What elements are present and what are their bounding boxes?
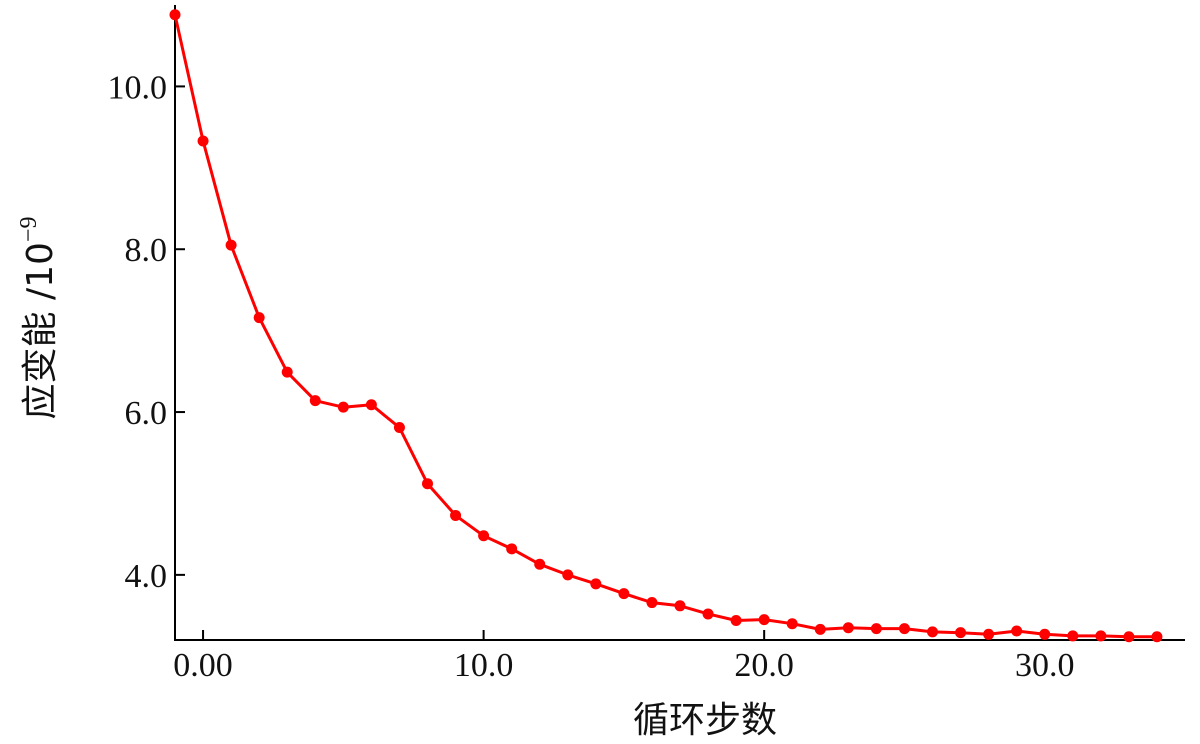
data-point [1039,628,1051,640]
data-point [730,614,742,626]
data-point [450,509,462,521]
data-point [562,569,574,581]
data-point [253,312,265,324]
data-point [758,614,770,626]
data-point [1095,630,1107,642]
data-point [225,239,237,251]
series-line [173,14,1157,639]
y-axis-label-group: 应变能 /10−9 [16,217,61,420]
x-axis-label: 循环步数 [633,700,777,741]
data-point [1067,630,1079,642]
data-point [534,558,546,570]
x-tick-label: 10.0 [454,647,514,684]
data-point [927,626,938,638]
x-tick-label: 0.00 [173,647,233,684]
data-point [786,618,798,630]
data-point [478,530,490,542]
y-tick-label: 10.0 [108,69,168,106]
data-point [506,543,518,555]
data-point [898,623,910,635]
data-point [870,623,882,635]
y-tick-label: 4.0 [125,558,168,595]
y-axis-label: 应变能 /10 [20,242,61,419]
data-point [983,628,995,640]
data-point [702,608,714,620]
data-point [197,135,209,147]
data-point [1011,625,1023,637]
data-point [618,588,630,600]
data-point [337,401,349,413]
y-tick-label: 8.0 [125,232,168,269]
data-point [1123,631,1135,643]
data-point [646,597,658,609]
data-point [674,600,686,612]
data-point [281,366,293,378]
data-point [365,399,377,411]
plot-area [169,9,1163,643]
data-point [309,395,321,407]
x-ticks: 0.00 10.0 20.0 30.0 [173,630,1074,684]
data-point [590,578,602,590]
data-point [814,623,826,635]
data-point [422,478,433,490]
data-point [169,9,181,21]
svg-text:应变能 /10−9: 应变能 /10−9 [16,217,61,420]
y-ticks: 4.0 6.0 8.0 10.0 [108,69,185,595]
axes [174,5,1185,641]
data-point [1151,631,1163,643]
x-tick-label: 30.0 [1015,647,1075,684]
data-point [842,622,854,634]
data-point [955,627,967,639]
data-point [393,422,405,434]
y-axis-label-exponent: −9 [16,217,42,243]
y-tick-label: 6.0 [125,395,168,432]
x-tick-label: 20.0 [734,647,794,684]
